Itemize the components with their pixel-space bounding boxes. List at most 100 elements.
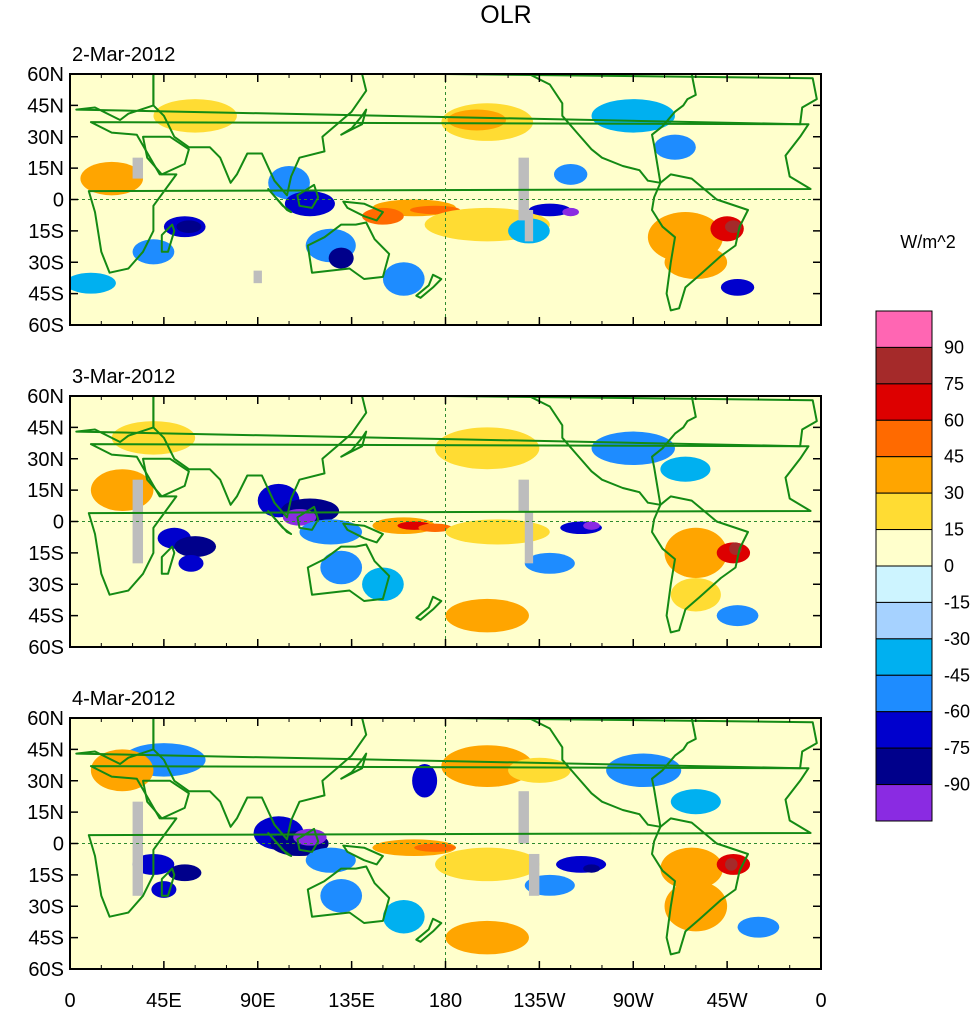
missing-data-strip: [132, 157, 144, 179]
map-panel-4-mar: [69, 717, 822, 970]
olr-anomaly-region: [664, 881, 728, 932]
olr-anomaly-region: [70, 272, 116, 294]
coastline-madagascar: [160, 867, 176, 897]
olr-anomaly-region: [737, 916, 780, 938]
coastline-samerica: [651, 495, 749, 634]
lat-label: 60S: [28, 959, 64, 981]
colorbar-label: -30: [944, 629, 970, 649]
lon-label: 135E: [328, 990, 375, 1012]
colorbar-swatch: [875, 674, 933, 713]
olr-anomaly-region: [328, 247, 354, 269]
olr-anomaly-region: [716, 605, 759, 627]
coastline-europe: [75, 74, 818, 126]
colorbar-label: 45: [944, 447, 964, 467]
olr-anomaly-region: [445, 598, 529, 633]
lat-label: 0: [53, 190, 64, 212]
latitude-axis-labels: 60N 45N 30N 15N 0 15S 30S 45S 60S 60N 45N 30N 15N 0 15…: [27, 64, 64, 981]
map-panel-2-mar: [69, 73, 822, 326]
olr-anomaly-region: [445, 920, 529, 955]
olr-anomaly-region: [132, 239, 175, 265]
coastline-arabia: [142, 779, 190, 820]
lat-label: 15S: [28, 865, 64, 887]
olr-anomaly-region: [664, 245, 728, 279]
lat-label: 30N: [27, 127, 64, 149]
olr-anomaly-region: [362, 567, 404, 601]
lat-label: 30S: [28, 252, 64, 274]
olr-anomaly-region: [660, 847, 723, 890]
coastline-japan: [340, 108, 368, 136]
lon-label: 45W: [707, 990, 748, 1012]
lon-label: 90W: [613, 990, 654, 1012]
coastline-africa: [87, 443, 812, 596]
lat-label: 30N: [27, 449, 64, 471]
longitude-axis-labels: 0 45E 90E 135E 180 135W 90W 45W 0: [64, 990, 826, 1012]
olr-anomaly-region: [382, 262, 425, 296]
olr-anomaly-region: [441, 745, 534, 788]
olr-anomaly-region: [414, 843, 456, 852]
coastline-asia: [152, 74, 368, 197]
coastline-australia: [306, 543, 391, 602]
colorbar-swatch: [875, 638, 933, 676]
coastline-png: [342, 522, 384, 544]
colorbar-swatch: [875, 529, 933, 567]
figure-title: OLR: [480, 1, 531, 29]
lon-label: 45E: [146, 990, 182, 1012]
olr-anomaly-region: [382, 899, 425, 934]
olr-anomaly-region: [305, 847, 356, 873]
olr-anomaly-region: [435, 847, 540, 882]
missing-data-strip: [524, 511, 534, 564]
coastline-asia: [152, 396, 368, 519]
coastline-borneo: [296, 505, 320, 531]
colorbar-label: 15: [944, 520, 964, 540]
lat-label: 45N: [27, 95, 64, 117]
missing-data-strip: [524, 209, 534, 242]
lat-label: 60S: [28, 315, 64, 337]
lon-label: 90E: [240, 990, 276, 1012]
lat-label: 30S: [28, 896, 64, 918]
colorbar-label: 0: [944, 556, 954, 576]
coastline-arabia: [142, 457, 190, 498]
lat-label: 60N: [27, 386, 64, 408]
colorbar-swatch: [875, 456, 933, 494]
colorbar: 90 75 60 45 30 15 0 -15 -30 -45 -60 -75 -90: [875, 310, 970, 822]
coastline-namerica: [469, 74, 697, 184]
olr-anomaly-region: [654, 134, 696, 160]
missing-data-strip: [518, 791, 529, 844]
olr-anomaly-region: [412, 764, 438, 798]
olr-anomaly-region: [670, 577, 721, 612]
lat-label: 30S: [28, 574, 64, 596]
colorbar-label: -60: [944, 702, 970, 722]
olr-anomaly-region: [725, 220, 742, 233]
colorbar-swatch: [875, 492, 933, 531]
lat-label: 15S: [28, 221, 64, 243]
missing-data-strip: [132, 801, 144, 896]
coastline-png: [342, 844, 384, 866]
olr-anomaly-region: [664, 527, 728, 578]
coastline-madagascar: [160, 545, 176, 575]
coastline-japan: [340, 752, 368, 780]
olr-anomaly-region: [284, 191, 335, 217]
olr-anomaly-region: [80, 161, 144, 196]
olr-anomaly-region: [583, 521, 600, 530]
coastline-sumatra: [267, 832, 293, 857]
lon-label: 0: [64, 990, 75, 1012]
olr-anomaly-region: [591, 431, 675, 466]
olr-anomaly-region: [111, 421, 196, 455]
coastline-borneo: [296, 183, 320, 209]
olr-anomaly-region: [168, 864, 202, 882]
olr-anomaly-region: [418, 523, 452, 532]
colorbar-swatch: [875, 346, 933, 385]
colorbar-swatch: [875, 711, 933, 749]
lat-label: 60N: [27, 708, 64, 730]
coastline-europe: [75, 396, 818, 448]
panel-date-label-1: 2-Mar-2012: [72, 44, 175, 66]
olr-anomaly-region: [524, 552, 575, 574]
coastline-australia: [306, 221, 391, 280]
lat-label: 0: [53, 512, 64, 534]
panel-date-label-2: 3-Mar-2012: [72, 366, 175, 388]
coastline-japan: [340, 430, 368, 458]
lat-label: 15N: [27, 480, 64, 502]
coastline-namerica: [469, 396, 697, 506]
colorbar-label: 30: [944, 483, 964, 503]
